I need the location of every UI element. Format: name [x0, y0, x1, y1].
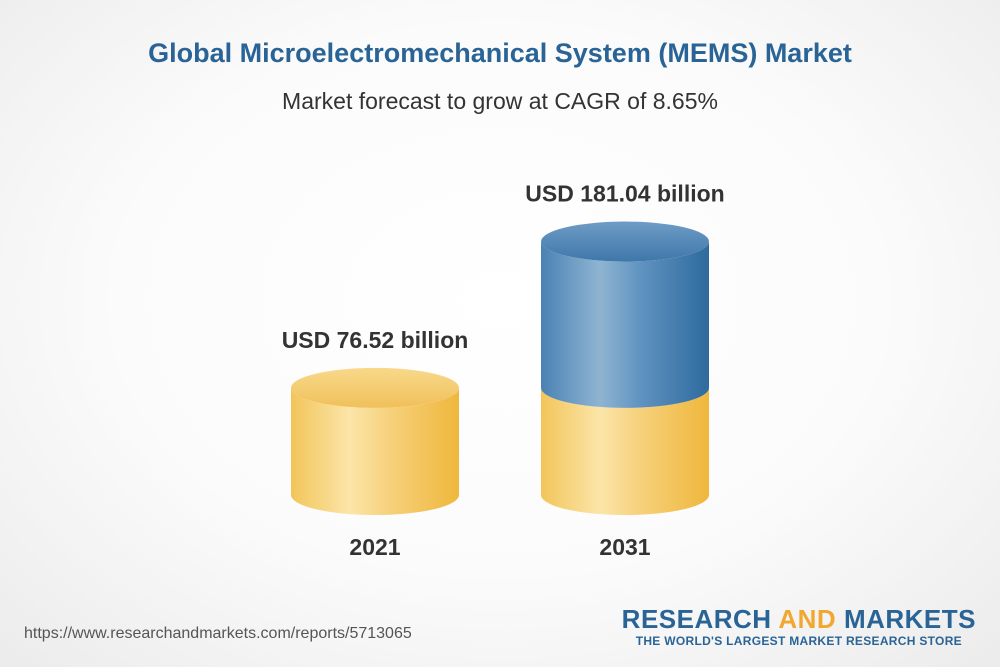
brand-word-research: RESEARCH — [621, 604, 772, 634]
chart-subtitle: Market forecast to grow at CAGR of 8.65% — [282, 88, 718, 114]
value-label: USD 76.52 billion — [282, 327, 469, 353]
brand-name: RESEARCH AND MARKETS — [622, 605, 976, 633]
category-label: 2031 — [599, 534, 650, 560]
cylinder-2031-base-body — [541, 387, 709, 515]
source-url[interactable]: https://www.researchandmarkets.com/repor… — [24, 625, 412, 642]
brand-word-and: AND — [778, 604, 837, 634]
brand-tagline: THE WORLD'S LARGEST MARKET RESEARCH STOR… — [635, 634, 962, 648]
cylinder-2021-base-top — [291, 367, 459, 408]
cylinder-2031-base — [541, 387, 709, 515]
cylinder-2031-growth-body — [541, 241, 709, 408]
cylinder-2021-base — [291, 367, 459, 515]
cylinder-2031-growth-top — [541, 221, 709, 262]
cylinder-2021-base-body — [291, 387, 459, 515]
category-label: 2021 — [349, 534, 400, 560]
chart-title: Global Microelectromechanical System (ME… — [148, 38, 852, 68]
cylinder-2031-growth — [541, 221, 709, 408]
brand-logo: RESEARCH AND MARKETS THE WORLD'S LARGEST… — [622, 605, 976, 649]
value-label: USD 181.04 billion — [525, 181, 724, 207]
brand-word-markets: MARKETS — [843, 604, 976, 634]
